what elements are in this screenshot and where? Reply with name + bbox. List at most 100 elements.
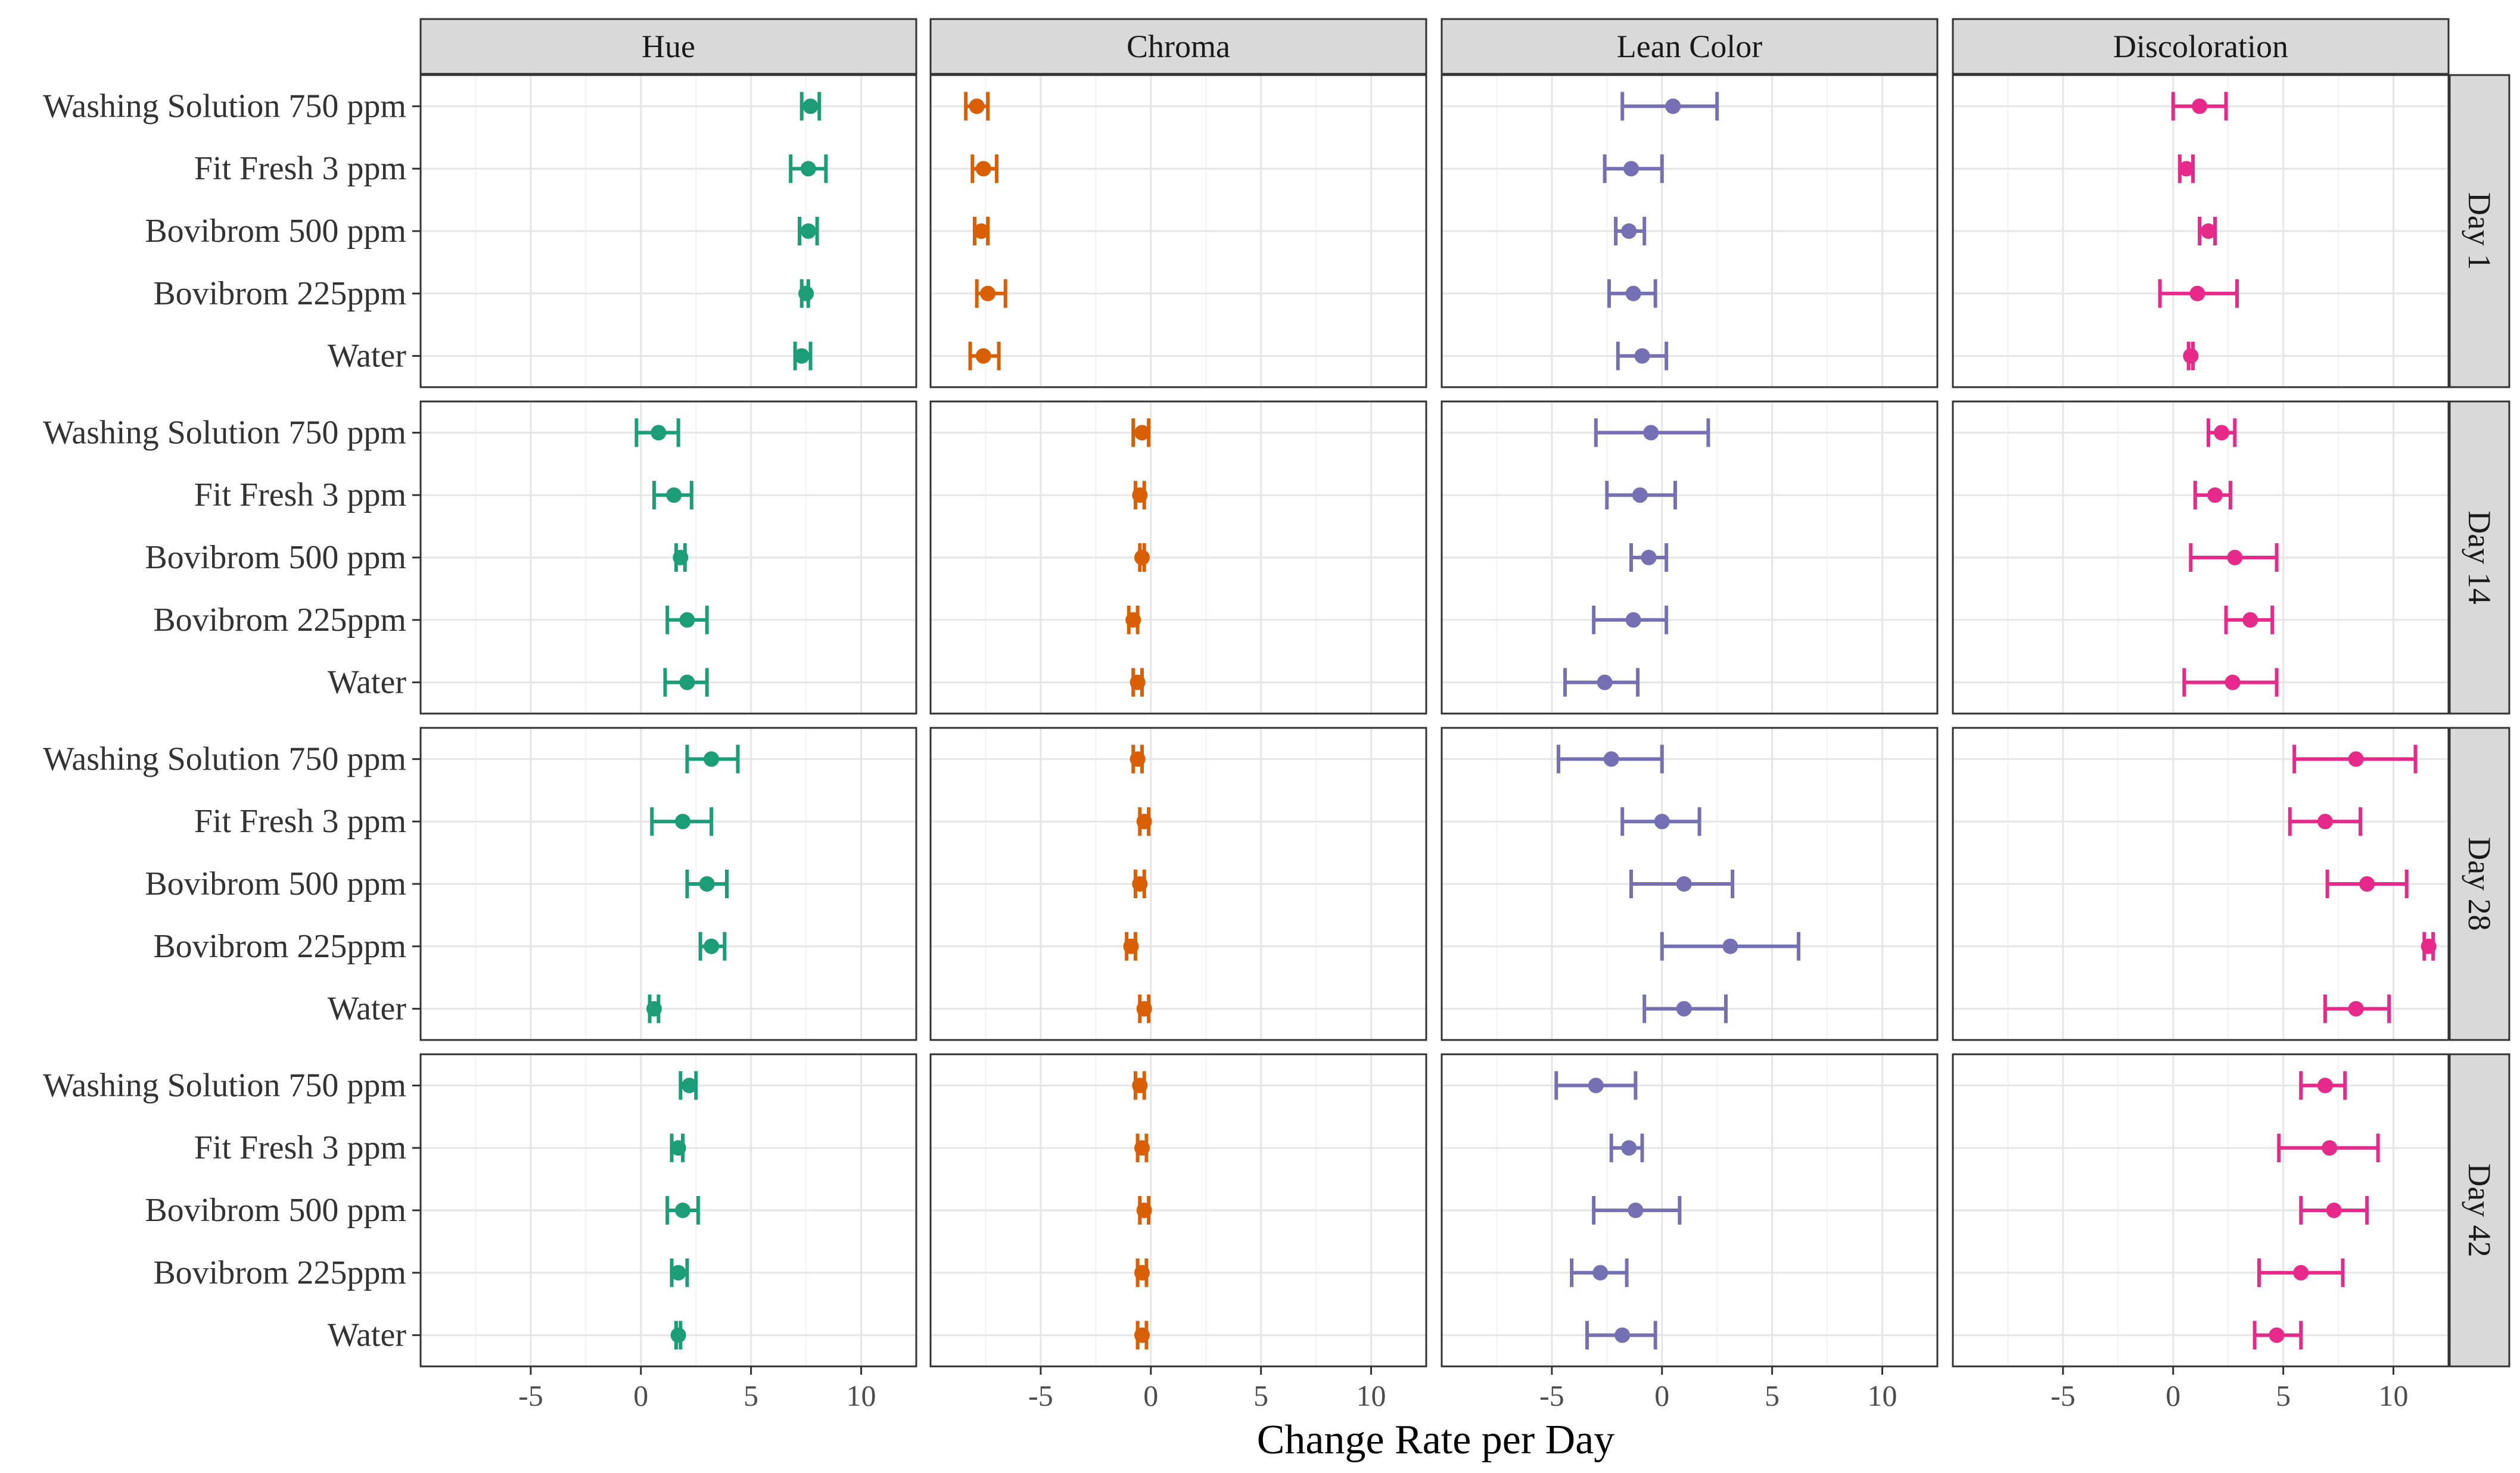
error-bar bbox=[1134, 1258, 1150, 1287]
y-tick-label: Water bbox=[328, 991, 407, 1027]
error-bar bbox=[2292, 745, 2418, 774]
y-tick-label: Bovibrom 500 ppm bbox=[145, 1192, 406, 1229]
error-bar bbox=[1130, 668, 1146, 697]
mean-point bbox=[679, 674, 695, 690]
error-bar bbox=[1136, 994, 1152, 1023]
error-bar bbox=[793, 341, 813, 370]
error-bar bbox=[2299, 1071, 2347, 1100]
error-bar bbox=[2299, 1196, 2369, 1225]
mean-point bbox=[1634, 348, 1650, 364]
row-strip-label: Day 28 bbox=[2462, 837, 2497, 930]
error-bar bbox=[2206, 418, 2237, 447]
mean-point bbox=[675, 1203, 691, 1218]
y-tick-label: Fit Fresh 3 ppm bbox=[194, 1129, 406, 1166]
x-tick-label: 10 bbox=[2379, 1379, 2409, 1412]
x-tick-label: 0 bbox=[1654, 1379, 1669, 1412]
panels-layer bbox=[419, 74, 2450, 1368]
mean-point bbox=[675, 814, 691, 830]
mean-point bbox=[704, 938, 720, 954]
error-bar bbox=[1592, 605, 1669, 634]
mean-point bbox=[2348, 751, 2364, 767]
error-bar bbox=[1131, 418, 1151, 447]
error-bar bbox=[1603, 154, 1664, 183]
row-strip bbox=[2449, 1053, 2510, 1368]
panel bbox=[419, 727, 917, 1041]
error-bar bbox=[2177, 154, 2195, 183]
strips-layer: Hue Chroma Lean Color Discoloration Day 1 Day… bbox=[419, 18, 2510, 1368]
mean-point bbox=[2207, 487, 2223, 503]
error-bar bbox=[2182, 668, 2279, 697]
error-bar bbox=[2253, 1321, 2303, 1350]
y-tick-label: Washing Solution 750 ppm bbox=[43, 414, 406, 451]
error-bar bbox=[679, 1071, 698, 1100]
mean-point bbox=[670, 1265, 686, 1281]
error-bar bbox=[1134, 543, 1150, 572]
mean-point bbox=[2189, 285, 2205, 301]
x-tick-label: -5 bbox=[2051, 1379, 2076, 1412]
error-bar bbox=[2183, 341, 2199, 370]
error-bar bbox=[650, 807, 714, 836]
mean-point bbox=[1621, 1140, 1637, 1156]
mean-point bbox=[2269, 1327, 2285, 1343]
mean-point bbox=[794, 348, 810, 364]
y-tick-label: Bovibrom 500 ppm bbox=[145, 539, 406, 576]
mean-point bbox=[1136, 1203, 1152, 1218]
x-tick-label: 10 bbox=[1868, 1379, 1897, 1412]
mean-point bbox=[1625, 285, 1641, 301]
panel-border bbox=[1952, 1053, 2450, 1368]
mean-point bbox=[800, 223, 816, 239]
x-tick-label: -5 bbox=[1539, 1379, 1564, 1412]
mean-point bbox=[1621, 223, 1637, 239]
x-tick-label: 10 bbox=[847, 1379, 876, 1412]
mean-point bbox=[2225, 674, 2241, 690]
x-tick-label: 5 bbox=[2276, 1379, 2291, 1412]
mean-point bbox=[1665, 98, 1681, 114]
column-strip-label: Lean Color bbox=[1617, 29, 1762, 64]
mean-point bbox=[800, 161, 816, 177]
mean-point bbox=[1628, 1203, 1644, 1218]
y-tick-label: Fit Fresh 3 ppm bbox=[194, 477, 406, 513]
panel bbox=[419, 1053, 917, 1368]
mean-point bbox=[969, 98, 985, 114]
mean-point bbox=[1676, 876, 1692, 892]
mean-point bbox=[1134, 425, 1150, 441]
mean-point bbox=[651, 425, 667, 441]
error-bar bbox=[2325, 870, 2409, 898]
y-tick-label: Bovibrom 500 ppm bbox=[145, 865, 406, 902]
panel bbox=[1952, 727, 2450, 1041]
error-bar bbox=[1136, 807, 1152, 836]
x-ticks-layer: -5 0 5 10 -5 0 5 10 -5 0 5 10 -5 0 5 10 bbox=[518, 1366, 2409, 1412]
error-bar bbox=[685, 870, 729, 898]
error-bar bbox=[665, 1196, 700, 1225]
error-bar bbox=[1570, 1258, 1629, 1287]
error-bar bbox=[2193, 481, 2232, 510]
panel-border bbox=[929, 1053, 1427, 1368]
panel-border bbox=[1441, 400, 1939, 715]
error-bar bbox=[1609, 1133, 1644, 1163]
row-strip bbox=[2449, 727, 2510, 1041]
y-tick-label: Washing Solution 750 ppm bbox=[43, 1067, 406, 1104]
error-bar bbox=[1132, 481, 1148, 510]
error-bar bbox=[1629, 870, 1735, 898]
panel bbox=[929, 74, 1427, 388]
mean-point bbox=[1136, 1001, 1152, 1017]
panel bbox=[1952, 1053, 2450, 1368]
x-tick-label: 0 bbox=[1143, 1379, 1158, 1412]
error-bar bbox=[1605, 481, 1677, 510]
mean-point bbox=[1654, 814, 1670, 830]
error-bar bbox=[1132, 1071, 1148, 1100]
mean-point bbox=[1134, 1265, 1150, 1281]
error-bar bbox=[685, 745, 740, 774]
mean-point bbox=[2214, 425, 2230, 441]
mean-point bbox=[980, 285, 996, 301]
error-bar bbox=[2288, 807, 2363, 836]
error-bar bbox=[663, 668, 709, 697]
mean-point bbox=[1722, 938, 1738, 954]
column-strip bbox=[1441, 18, 1939, 75]
error-bar bbox=[1125, 605, 1141, 634]
y-tick-label: Water bbox=[328, 338, 407, 375]
error-bar bbox=[1556, 745, 1664, 774]
row-strip-label: Day 1 bbox=[2462, 192, 2497, 270]
error-bar bbox=[698, 932, 727, 961]
